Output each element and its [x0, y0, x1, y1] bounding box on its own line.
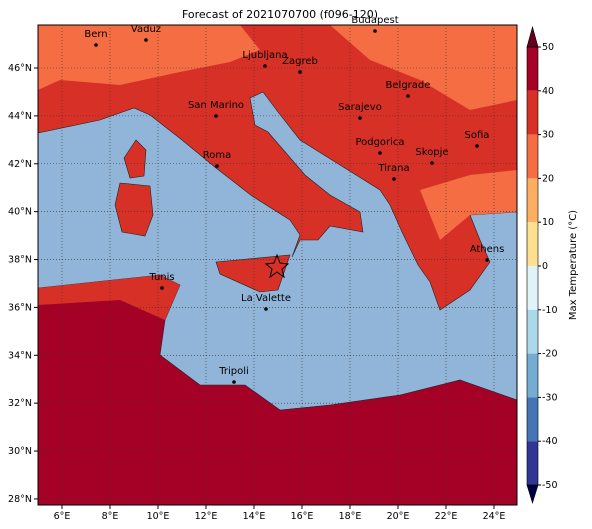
city-label: Tripoli	[218, 366, 249, 377]
city-dot	[160, 286, 164, 290]
africa-coast-band	[38, 275, 180, 320]
city-label: Roma	[203, 150, 232, 161]
city-dot	[475, 144, 479, 148]
sardinia	[114, 182, 154, 237]
y-tick-label: 28°N	[8, 494, 32, 505]
city-dot	[232, 380, 236, 384]
city-label: Belgrade	[386, 80, 431, 91]
city-dot	[485, 258, 489, 262]
colorbar-segment	[527, 222, 538, 266]
colorbar-tick-label: -50	[542, 480, 558, 491]
land-north	[37, 24, 518, 311]
colorbar-label: Max Temperature (°C)	[568, 210, 579, 320]
colorbar-tick-label: 10	[542, 217, 554, 228]
colorbar-tick-label: -20	[542, 349, 558, 360]
city-label: Ljubljana	[242, 50, 287, 61]
x-tick-label: 18°E	[339, 511, 362, 522]
city-label: Athens	[470, 244, 505, 255]
corsica	[123, 139, 147, 179]
city-label: San Marino	[188, 100, 244, 111]
city-dot	[144, 38, 148, 42]
colorbar-segment	[527, 309, 538, 354]
city-dot	[373, 29, 377, 33]
y-tick-label: 46°N	[8, 63, 32, 74]
city-dot	[378, 151, 382, 155]
colorbar-segment	[527, 47, 538, 91]
city-dot	[298, 70, 302, 74]
colorbar-tick-label: -10	[542, 305, 558, 316]
city-label: Tirana	[377, 163, 409, 174]
x-tick-label: 24°E	[483, 511, 506, 522]
y-tick-label: 36°N	[8, 302, 32, 313]
colorbar-tick-label: 20	[542, 173, 554, 184]
colorbar-tick-label: -40	[542, 436, 558, 447]
x-tick-label: 8°E	[102, 511, 119, 522]
city-dot	[406, 94, 410, 98]
x-tick-label: 10°E	[147, 511, 170, 522]
land-warm-patch	[38, 25, 260, 90]
city-label: Zagreb	[282, 56, 318, 67]
y-tick-label: 42°N	[8, 159, 32, 170]
y-tick-label: 44°N	[8, 111, 32, 122]
colorbar-segment	[527, 266, 538, 310]
star	[264, 253, 290, 279]
city-dot	[392, 177, 396, 181]
colorbar-segment	[527, 441, 538, 485]
city-label: Vaduz	[131, 24, 161, 35]
colorbar-extend	[526, 484, 539, 505]
colorbar-segment	[527, 178, 538, 223]
colorbar-extend	[526, 25, 539, 48]
colorbar-tick-label: 0	[542, 261, 548, 272]
city-dot	[263, 64, 267, 68]
colorbar-segment	[527, 353, 538, 398]
land-warm-patch	[330, 25, 517, 110]
city-label: Tunis	[148, 272, 174, 283]
city-label: Skopje	[415, 147, 448, 158]
colorbar-segment	[527, 134, 538, 179]
colorbar-tick-label: 40	[542, 86, 554, 97]
land-warm-patch	[420, 170, 517, 240]
colorbar-segment	[527, 397, 538, 442]
city-label: Sofia	[465, 130, 490, 141]
colorbar-tick-label: 50	[542, 42, 554, 53]
x-tick-label: 6°E	[54, 511, 71, 522]
x-tick-label: 22°E	[435, 511, 458, 522]
y-tick-label: 40°N	[8, 207, 32, 218]
city-dot	[264, 307, 268, 311]
city-dot	[215, 164, 219, 168]
map	[37, 24, 518, 506]
title: Forecast of 2021070700 (f096-120)	[182, 8, 378, 21]
city-dot	[358, 116, 362, 120]
city-label: La Valette	[241, 293, 291, 304]
colorbar-tick-label: 30	[542, 130, 554, 141]
y-tick-label: 38°N	[8, 255, 32, 266]
x-tick-label: 20°E	[387, 511, 410, 522]
city-label: Budapest	[351, 15, 398, 26]
y-tick-label: 32°N	[8, 398, 32, 409]
city-label: Sarajevo	[338, 102, 382, 113]
x-tick-label: 16°E	[291, 511, 314, 522]
colorbar-tick-label: -30	[542, 392, 558, 403]
city-dot	[94, 43, 98, 47]
x-tick-label: 12°E	[195, 511, 218, 522]
y-tick-label: 34°N	[8, 350, 32, 361]
y-tick-label: 30°N	[8, 446, 32, 457]
city-label: Bern	[84, 29, 107, 40]
city-dot	[430, 161, 434, 165]
map-frame	[37, 24, 518, 506]
x-tick-label: 14°E	[243, 511, 266, 522]
city-label: Podgorica	[355, 137, 404, 148]
colorbar-segment	[527, 90, 538, 135]
